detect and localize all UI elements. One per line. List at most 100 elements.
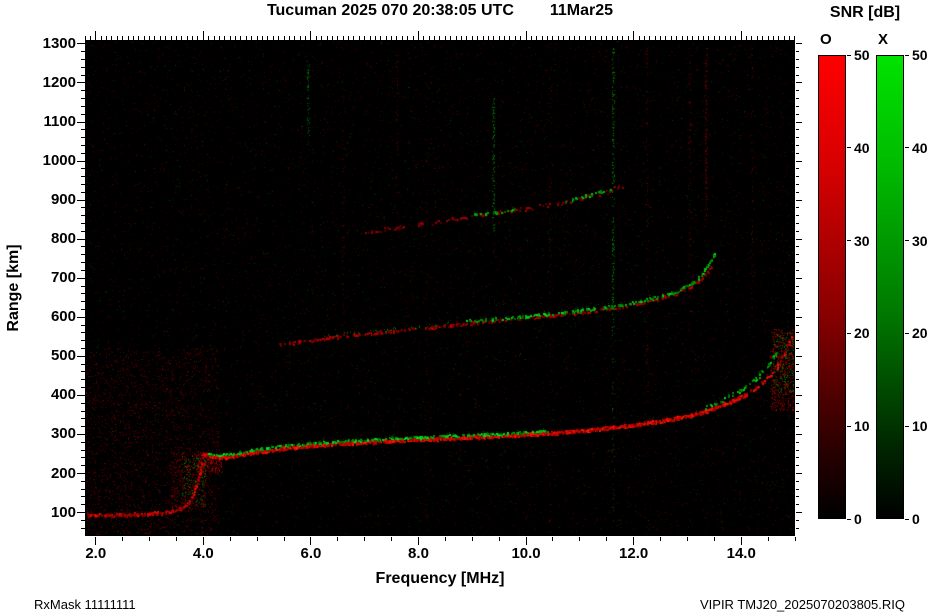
x-top-minor-tick [472,36,473,40]
x-minor-tick [795,537,796,541]
y-minor-tick [81,348,85,349]
x-top-minor-tick [219,36,220,40]
y-minor-tick [81,207,85,208]
y-minor-tick [81,67,85,68]
colorbar-tick-mark [905,333,909,334]
y-tick-label: 300 [50,425,76,443]
y-tick-mark [77,395,85,396]
y-minor-tick [81,450,85,451]
y-tick-mark [796,278,802,279]
y-minor-tick [81,403,85,404]
y-tick-label: 700 [50,269,76,287]
y-minor-tick [81,192,85,193]
x-top-minor-tick [542,36,543,40]
y-minor-tick [81,246,85,247]
x-top-minor-tick [499,36,500,40]
x-top-minor-tick [488,36,489,40]
x-minor-tick [149,537,150,541]
x-minor-tick [660,537,661,541]
y-minor-tick [796,176,799,177]
x-tick-mark [310,31,311,40]
x-top-minor-tick [380,36,381,40]
colorbar-tick-label: 20 [854,325,870,342]
y-minor-tick [796,207,799,208]
x-minor-tick [472,537,473,541]
y-tick-mark [796,43,802,44]
x-top-minor-tick [353,36,354,40]
x-top-minor-tick [332,36,333,40]
y-minor-tick [81,262,85,263]
colorbar-o-label: O [820,31,832,48]
x-top-minor-tick [176,36,177,40]
colorbar-tick-label: 0 [912,511,920,527]
colorbar-tick-mark [847,519,851,520]
x-top-minor-tick [267,36,268,40]
y-minor-tick [796,340,799,341]
colorbar-tick-label: 40 [912,139,928,156]
x-top-minor-tick [655,36,656,40]
x-minor-tick [606,537,607,541]
x-top-minor-tick [240,36,241,40]
colorbar-tick-mark [847,426,851,427]
x-tick-mark [418,537,419,545]
y-minor-tick [81,325,85,326]
x-top-minor-tick [757,36,758,40]
x-top-minor-tick [606,36,607,40]
x-top-minor-tick [396,36,397,40]
x-top-minor-tick [735,36,736,40]
x-top-minor-tick [509,36,510,40]
y-minor-tick [81,90,85,91]
x-top-minor-tick [305,36,306,40]
y-minor-tick [81,504,85,505]
y-minor-tick [796,348,799,349]
x-top-minor-tick [784,36,785,40]
x-top-minor-tick [192,36,193,40]
colorbar-tick-label: 0 [854,511,862,527]
y-minor-tick [796,129,799,130]
x-top-minor-tick [154,36,155,40]
x-top-minor-tick [214,36,215,40]
y-minor-tick [796,223,799,224]
x-minor-tick [768,537,769,541]
x-top-minor-tick [343,36,344,40]
y-minor-tick [796,153,799,154]
x-top-minor-tick [639,36,640,40]
y-minor-tick [81,145,85,146]
y-minor-tick [796,254,799,255]
x-top-minor-tick [181,36,182,40]
x-top-minor-tick [117,36,118,40]
y-minor-tick [81,309,85,310]
x-minor-tick [714,537,715,541]
y-minor-tick [81,332,85,333]
x-top-minor-tick [348,36,349,40]
x-top-minor-tick [477,36,478,40]
y-minor-tick [81,364,85,365]
colorbar-tick-label: 10 [854,418,870,435]
x-top-minor-tick [644,36,645,40]
y-tick-mark [796,434,802,435]
y-minor-tick [796,325,799,326]
y-tick-label: 1300 [42,34,76,52]
y-tick-label: 200 [50,464,76,482]
x-top-minor-tick [649,36,650,40]
x-top-minor-tick [327,36,328,40]
plot-title: Tucuman 2025 070 20:38:05 UTC 11Mar25 [85,2,795,20]
colorbar-tick-mark [847,147,851,148]
y-tick-mark [77,317,85,318]
x-top-minor-tick [321,36,322,40]
y-minor-tick [796,98,799,99]
x-top-minor-tick [687,36,688,40]
x-top-minor-tick [698,36,699,40]
y-tick-label: 500 [50,347,76,365]
y-minor-tick [81,426,85,427]
x-top-minor-tick [682,36,683,40]
colorbar-tick-mark [847,240,851,241]
y-axis-label: Range [km] [5,244,22,332]
x-top-minor-tick [106,36,107,40]
y-tick-mark [77,43,85,44]
x-top-minor-tick [579,36,580,40]
x-top-minor-tick [708,36,709,40]
x-tick-mark [526,537,527,545]
x-tick-label: 14.0 [726,545,756,562]
y-minor-tick [81,371,85,372]
